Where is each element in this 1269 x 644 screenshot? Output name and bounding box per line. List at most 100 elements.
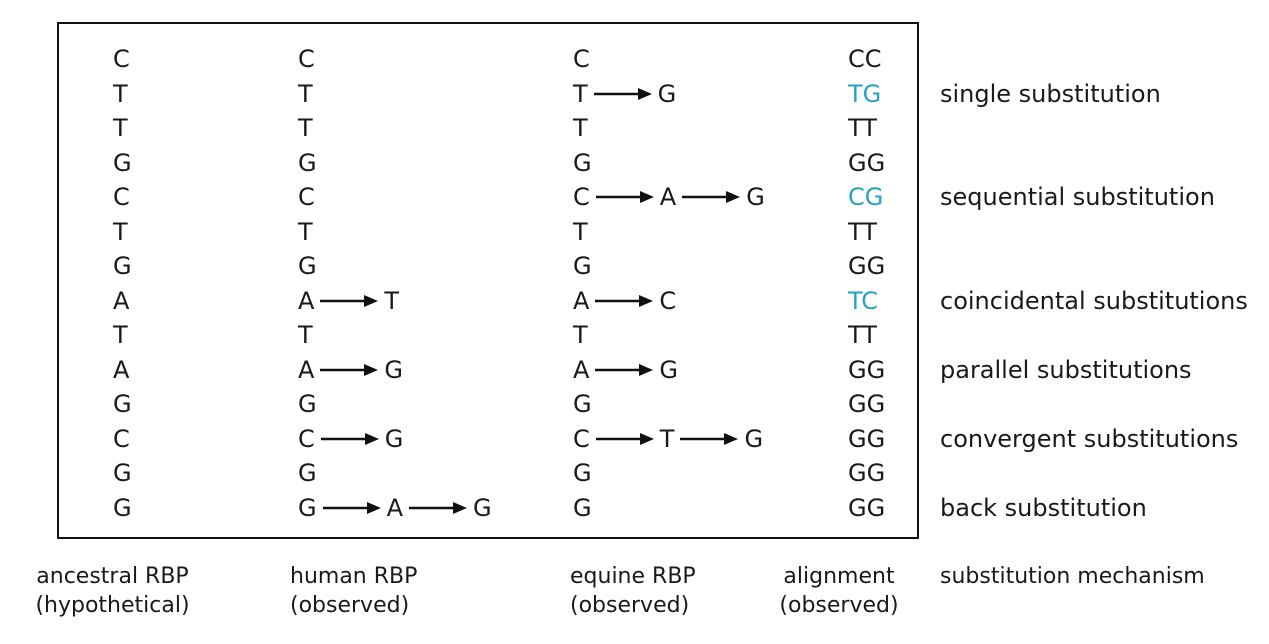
nucleotide: A — [298, 355, 315, 384]
nucleotide: T — [573, 114, 588, 142]
equine-sequence-cell: G — [573, 148, 592, 178]
human-sequence-cell: C — [298, 44, 315, 74]
nucleotide: G — [659, 355, 679, 384]
nucleotide: T — [298, 217, 313, 246]
alignment-nucleotide: T — [848, 321, 863, 349]
substitution-arrow-icon — [595, 432, 654, 446]
substitution-arrow-icon — [680, 432, 739, 446]
nucleotide: G — [746, 183, 765, 211]
mechanism-label: coincidental substitutions — [940, 286, 1248, 315]
nucleotide: T — [573, 321, 588, 349]
nucleotide: T — [298, 79, 313, 108]
human-sequence-cell: T — [298, 320, 313, 350]
ancestral-sequence-cell: A — [113, 286, 129, 316]
nucleotide: G — [473, 493, 492, 522]
alignment-nucleotide: T — [848, 217, 863, 246]
mechanism-label: convergent substitutions — [940, 424, 1239, 453]
mechanism-label: back substitution — [940, 493, 1147, 522]
nucleotide: C — [573, 183, 590, 211]
substitution-arrow-icon — [409, 501, 468, 515]
substitution-arrow-icon — [593, 87, 652, 101]
human-sequence-cell: G — [298, 458, 317, 488]
nucleotide: G — [113, 148, 132, 177]
alignment-cell: TG — [848, 79, 881, 109]
nucleotide: C — [573, 45, 590, 73]
nucleotide: T — [113, 114, 128, 142]
alignment-nucleotide: G — [866, 148, 886, 177]
ancestral-sequence-cell: G — [113, 251, 132, 281]
ancestral-sequence-cell: T — [113, 320, 128, 350]
nucleotide: A — [298, 286, 315, 315]
mechanism-label: single substitution — [940, 79, 1161, 108]
alignment-cell: CG — [848, 182, 883, 212]
alignment-cell: TT — [848, 320, 877, 350]
alignment-nucleotide: C — [848, 45, 865, 73]
nucleotide: G — [298, 252, 317, 280]
ancestral-sequence-cell: A — [113, 355, 129, 385]
caption-ancestral-line1: ancestral RBP — [36, 564, 189, 589]
nucleotide: G — [298, 148, 317, 177]
equine-sequence-cell: G — [573, 389, 592, 419]
ancestral-sequence-cell: G — [113, 389, 132, 419]
alignment-cell: GG — [848, 355, 885, 385]
alignment-nucleotide: T — [862, 217, 877, 246]
nucleotide: G — [573, 459, 592, 487]
nucleotide: C — [573, 424, 590, 453]
human-sequence-cell: T — [298, 217, 313, 247]
alignment-nucleotide: T — [848, 286, 862, 315]
equine-sequence-cell: G — [573, 493, 592, 523]
alignment-nucleotide: C — [861, 286, 879, 315]
alignment-nucleotide: G — [866, 459, 886, 487]
caption-human-line1: human RBP — [290, 564, 418, 589]
alignment-nucleotide: C — [864, 45, 882, 73]
alignment-nucleotide: T — [862, 114, 877, 142]
alignment-cell: TC — [848, 286, 878, 316]
nucleotide: G — [298, 459, 317, 487]
alignment-nucleotide: G — [848, 148, 867, 177]
alignment-nucleotide: G — [866, 252, 886, 280]
human-sequence-cell: G — [298, 148, 317, 178]
alignment-nucleotide: G — [848, 424, 867, 453]
alignment-nucleotide: T — [862, 321, 877, 349]
nucleotide: C — [298, 424, 315, 453]
caption-ancestral: ancestral RBP (hypothetical) — [10, 562, 215, 620]
nucleotide: T — [573, 217, 588, 246]
alignment-nucleotide: G — [848, 252, 867, 280]
nucleotide: C — [659, 286, 677, 315]
nucleotide: T — [659, 424, 675, 453]
alignment-cell: GG — [848, 458, 885, 488]
nucleotide: T — [113, 79, 128, 108]
human-sequence-cell: G — [298, 251, 317, 281]
mechanism-label: parallel substitutions — [940, 355, 1192, 384]
nucleotide: G — [573, 390, 592, 418]
equine-sequence-cell: C — [573, 44, 590, 74]
caption-mechanism-line1: substitution mechanism — [940, 564, 1205, 589]
substitution-arrow-icon — [320, 432, 379, 446]
substitution-arrow-icon — [682, 190, 741, 204]
nucleotide: G — [113, 252, 132, 280]
nucleotide: G — [113, 459, 132, 487]
nucleotide: G — [298, 390, 317, 418]
caption-equine-line2: (observed) — [570, 593, 690, 618]
ancestral-sequence-cell: T — [113, 113, 128, 143]
alignment-nucleotide: G — [848, 355, 867, 384]
nucleotide: T — [113, 321, 128, 349]
caption-alignment-line1: alignment — [783, 564, 895, 589]
substitution-arrow-icon — [595, 363, 654, 377]
alignment-cell: GG — [848, 493, 885, 523]
nucleotide: A — [659, 183, 677, 211]
ancestral-sequence-cell: C — [113, 424, 130, 454]
nucleotide: A — [573, 355, 590, 384]
ancestral-sequence-cell: T — [113, 217, 128, 247]
alignment-nucleotide: G — [866, 424, 886, 453]
alignment-cell: CC — [848, 44, 882, 74]
caption-human-line2: (observed) — [290, 593, 410, 618]
caption-equine-line1: equine RBP — [570, 564, 696, 589]
caption-equine: equine RBP (observed) — [570, 562, 696, 620]
alignment-nucleotide: G — [864, 183, 884, 211]
ancestral-sequence-cell: G — [113, 148, 132, 178]
